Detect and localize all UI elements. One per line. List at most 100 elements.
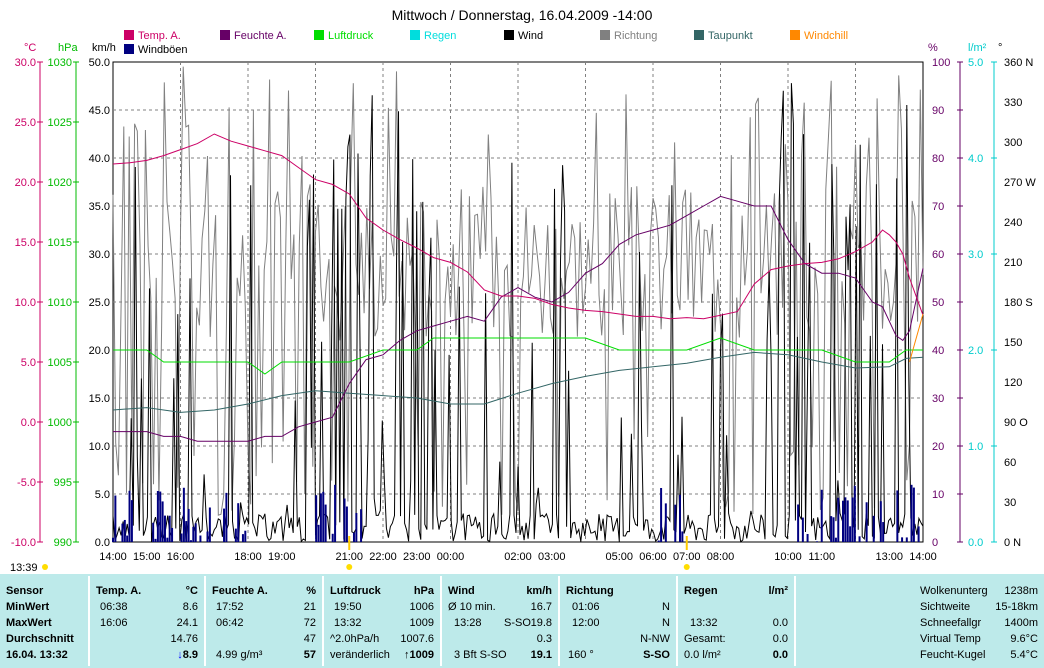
wind-axis-tick-label: 15.0	[89, 393, 110, 405]
x-tick-label: 23:00	[403, 551, 431, 563]
visibility-value: 15-18km	[995, 601, 1038, 613]
axis-unit-label: °	[998, 42, 1002, 54]
pressure-axis-tick-label: 1025	[48, 117, 72, 129]
x-tick-label: 16:00	[167, 551, 195, 563]
direction-axis-tick-label: 270 W	[1004, 177, 1036, 189]
wind-avg-label: Ø 10 min.	[448, 601, 496, 613]
temperature-line	[112, 133, 924, 320]
wind-max-direction: S-SO	[504, 617, 531, 629]
windchill-line	[909, 313, 924, 363]
x-tick-label: 05:00	[605, 551, 633, 563]
humidity-min-value: 21	[303, 601, 316, 613]
cloud-base-label: Wolkenunterg	[920, 585, 988, 597]
x-tick-label: 08:00	[707, 551, 735, 563]
pressure-min-time: 19:50	[334, 601, 362, 613]
temp-axis-tick-label: 30.0	[15, 57, 36, 69]
rain-axis-tick-label: 3.0	[968, 249, 983, 261]
rain-axis-tick-label: 0.0	[968, 537, 983, 549]
direction-current-value: S-SO	[643, 649, 670, 661]
temp-unit: °C	[185, 585, 198, 597]
rain-max-value: 0.0	[772, 617, 788, 629]
wind-axis-tick-label: 25.0	[89, 297, 110, 309]
wind-max-time: 13:28	[454, 617, 482, 629]
summary-table: Sensor MinWert MaxWert Durchschnitt 16.0…	[0, 574, 1044, 668]
legend-swatch	[504, 30, 514, 40]
humidity-header: Feuchte A.	[212, 585, 268, 597]
legend-swatch	[600, 30, 610, 40]
wind-beaufort: 3 Bft S-SO	[454, 649, 507, 661]
legend-label: Luftdruck	[328, 30, 374, 42]
pressure-axis-tick-label: 990	[54, 537, 72, 549]
snowline-label: Schneefallgr	[920, 617, 982, 629]
axes: 30.025.020.015.010.05.00.0-5.0-10.010301…	[11, 42, 1036, 549]
wind-axis-tick-label: 40.0	[89, 153, 110, 165]
humidity-axis-tick-label: 70	[932, 201, 944, 213]
pressure-line	[113, 337, 923, 375]
sunset-icon	[346, 564, 353, 570]
x-tick-label: 11:00	[808, 551, 835, 563]
wind-line	[112, 83, 924, 543]
humidity-absolute: 4.99 g/m³	[216, 649, 263, 661]
temp-axis-tick-label: 0.0	[21, 417, 36, 429]
temp-axis-tick-label: 5.0	[21, 357, 36, 369]
rain-axis-tick-label: 1.0	[968, 441, 983, 453]
x-ticks: 14:00 15:00 16:00 18:00 19:00 21:00 22:00 23:00…	[99, 536, 937, 570]
current-timestamp: 16.04. 13:32	[6, 649, 68, 661]
temp-header: Temp. A.	[96, 585, 142, 597]
humidity-axis-tick-label: 80	[932, 153, 944, 165]
direction-axis-tick-label: 150	[1004, 337, 1022, 349]
wet-bulb-value: 5.4°C	[1010, 649, 1038, 661]
direction-axis-tick-label: 180 S	[1004, 297, 1033, 309]
wind-max-value: 19.8	[530, 617, 552, 629]
legend-label: Windchill	[804, 30, 848, 42]
axis-unit-label: km/h	[92, 42, 116, 54]
wind-column: Wind km/h Ø 10 min. 16.7 13:28 S-SO 19.8 0.3…	[442, 576, 560, 666]
legend-label: Windböen	[138, 44, 188, 56]
direction-axis-tick-label: 210	[1004, 257, 1022, 269]
humidity-min-time: 17:52	[216, 601, 244, 613]
pressure-axis-tick-label: 1015	[48, 237, 72, 249]
corner-time: 13:39	[10, 562, 38, 574]
pressure-unit: hPa	[413, 585, 434, 597]
rain-axis-tick-label: 4.0	[968, 153, 983, 165]
wind-axis-tick-label: 10.0	[89, 441, 110, 453]
wind-axis-tick-label: 30.0	[89, 249, 110, 261]
x-tick-label: 03:00	[538, 551, 566, 563]
x-tick-label: 18:00	[234, 551, 262, 563]
humidity-axis-tick-label: 50	[932, 297, 944, 309]
pressure-axis-tick-label: 1005	[48, 357, 72, 369]
x-tick-label: 21:00	[335, 551, 363, 563]
axis-unit-label: °C	[24, 42, 36, 54]
pressure-min-value: 1006	[409, 601, 434, 613]
temp-min-value: 8.6	[182, 601, 198, 613]
wind-header: Wind	[448, 585, 475, 597]
x-tick-label: 14:00	[99, 551, 127, 563]
avg-label: Durchschnitt	[6, 633, 74, 645]
pressure-trend: veränderlich	[330, 649, 390, 661]
rain-column: Regen l/m² 13:32 0.0 Gesamt: 0.0 0.0 l/m² 0.…	[678, 576, 796, 666]
pressure-axis-tick-label: 995	[54, 477, 72, 489]
x-tick-label: 00:00	[437, 551, 465, 563]
direction-avg-value: N-NW	[640, 633, 670, 645]
humidity-axis-tick-label: 20	[932, 441, 944, 453]
wind-axis-tick-label: 35.0	[89, 201, 110, 213]
rain-total-value: 0.0	[772, 633, 788, 645]
direction-line	[112, 66, 924, 516]
chart-title: Mittwoch / Donnerstag, 16.04.2009 -14:00	[392, 7, 653, 23]
max-label: MaxWert	[6, 617, 52, 629]
temp-axis-tick-label: -5.0	[17, 477, 36, 489]
direction-axis-tick-label: 0 N	[1004, 537, 1021, 549]
pressure-header: Luftdruck	[330, 585, 381, 597]
humidity-axis-tick-label: 90	[932, 105, 944, 117]
falling-arrow-icon: ↓	[177, 649, 183, 661]
rain-max-time: 13:32	[690, 617, 718, 629]
wind-avg10-value: 16.7	[530, 601, 552, 613]
sensor-column: Sensor MinWert MaxWert Durchschnitt 16.0…	[0, 576, 90, 666]
weather-chart: Mittwoch / Donnerstag, 16.04.2009 -14:00…	[10, 7, 1036, 574]
temp-axis-tick-label: -10.0	[11, 537, 36, 549]
direction-header: Richtung	[566, 585, 614, 597]
direction-max-value: N	[662, 617, 670, 629]
x-tick-label: 22:00	[369, 551, 397, 563]
x-tick-label: 02:00	[504, 551, 532, 563]
legend-label: Taupunkt	[708, 30, 753, 42]
